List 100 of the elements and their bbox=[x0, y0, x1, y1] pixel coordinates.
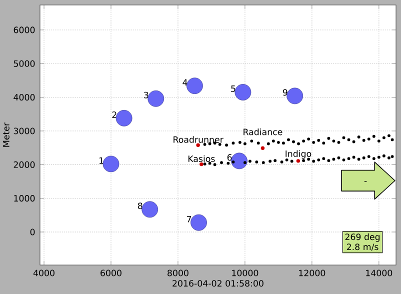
point bbox=[362, 156, 366, 160]
point bbox=[226, 162, 230, 165]
point bbox=[317, 138, 320, 142]
point bbox=[292, 140, 295, 144]
point bbox=[196, 143, 200, 147]
point bbox=[290, 160, 294, 163]
x-tick-label: 6000 bbox=[100, 270, 122, 276]
x-tick-label: 12000 bbox=[299, 270, 326, 276]
x-tick-label: 10000 bbox=[232, 270, 258, 276]
point bbox=[203, 162, 206, 166]
point bbox=[274, 159, 277, 162]
point bbox=[347, 157, 350, 160]
x-axis-title: 2016-04-02 01:58:00 bbox=[172, 280, 264, 287]
point bbox=[302, 140, 306, 143]
point bbox=[190, 214, 207, 231]
point bbox=[367, 155, 370, 158]
point bbox=[142, 201, 158, 218]
point bbox=[332, 140, 336, 143]
point bbox=[186, 78, 203, 94]
point bbox=[327, 159, 330, 162]
y-tick-label: 2000 bbox=[14, 161, 35, 168]
point bbox=[382, 154, 386, 158]
y-axis-title: Meter bbox=[2, 122, 10, 147]
annotation: Roadrunner bbox=[174, 136, 224, 143]
x-tick-label: 4000 bbox=[33, 270, 54, 276]
point bbox=[116, 110, 132, 126]
point bbox=[372, 157, 376, 160]
point bbox=[302, 159, 306, 162]
annotation: 2 bbox=[112, 111, 116, 118]
point bbox=[234, 84, 252, 100]
y-tick-label: 4000 bbox=[14, 94, 35, 101]
point bbox=[272, 140, 275, 143]
point bbox=[232, 142, 235, 145]
point bbox=[362, 138, 366, 142]
point bbox=[312, 140, 316, 144]
annotation: 6 bbox=[227, 154, 232, 161]
annotation: 4 bbox=[182, 79, 188, 86]
point bbox=[337, 140, 340, 144]
point bbox=[220, 161, 223, 164]
annotation: Indigo bbox=[286, 150, 312, 159]
point bbox=[367, 138, 370, 141]
point bbox=[243, 142, 246, 146]
point bbox=[200, 162, 204, 166]
y-tick-label: 1000 bbox=[14, 195, 35, 202]
y-tick-label: 6000 bbox=[14, 26, 35, 34]
point bbox=[262, 161, 265, 164]
point bbox=[286, 88, 304, 104]
point bbox=[342, 158, 346, 162]
point bbox=[307, 138, 310, 141]
point bbox=[387, 134, 390, 138]
point bbox=[213, 163, 216, 166]
point bbox=[352, 156, 356, 159]
annotation: 5 bbox=[231, 86, 236, 92]
point bbox=[347, 138, 350, 142]
annotation: 7 bbox=[187, 216, 192, 222]
point bbox=[250, 140, 254, 143]
point bbox=[266, 142, 270, 146]
point bbox=[312, 160, 316, 163]
point bbox=[382, 136, 386, 140]
point bbox=[352, 140, 356, 144]
annotation: Radiance bbox=[244, 128, 282, 136]
point bbox=[243, 161, 246, 164]
x-tick-label: 8000 bbox=[168, 270, 188, 276]
point bbox=[248, 160, 252, 163]
x-tick-label: 14000 bbox=[366, 270, 392, 276]
point bbox=[225, 144, 228, 147]
point bbox=[260, 146, 265, 150]
point bbox=[297, 142, 300, 146]
point bbox=[256, 142, 260, 145]
point bbox=[387, 156, 390, 160]
annotation: 2.8 m/s bbox=[346, 244, 378, 251]
point bbox=[357, 136, 360, 138]
annotation: - bbox=[364, 181, 367, 182]
point bbox=[282, 142, 285, 145]
y-tick-label: 0 bbox=[30, 228, 35, 236]
point bbox=[255, 160, 258, 164]
y-tick-label: 3000 bbox=[14, 128, 35, 134]
point bbox=[232, 160, 235, 164]
point bbox=[102, 156, 120, 172]
point bbox=[280, 160, 284, 164]
point bbox=[148, 90, 164, 107]
annotation: 269 deg bbox=[345, 233, 380, 242]
annotation: 9 bbox=[282, 89, 288, 96]
annotation: Kasios bbox=[188, 155, 215, 162]
point bbox=[231, 152, 248, 170]
annotation: 8 bbox=[138, 202, 142, 210]
point bbox=[357, 158, 360, 161]
point bbox=[332, 158, 336, 161]
point bbox=[342, 136, 346, 140]
point bbox=[377, 156, 380, 159]
point bbox=[322, 142, 326, 145]
point bbox=[296, 159, 300, 163]
annotation: 3 bbox=[144, 92, 148, 98]
point bbox=[377, 140, 380, 143]
point bbox=[322, 157, 326, 160]
point bbox=[238, 140, 242, 144]
point bbox=[372, 134, 376, 138]
annotation: 1 bbox=[99, 157, 104, 164]
point bbox=[337, 156, 340, 160]
y-tick-label: 5000 bbox=[14, 60, 35, 67]
